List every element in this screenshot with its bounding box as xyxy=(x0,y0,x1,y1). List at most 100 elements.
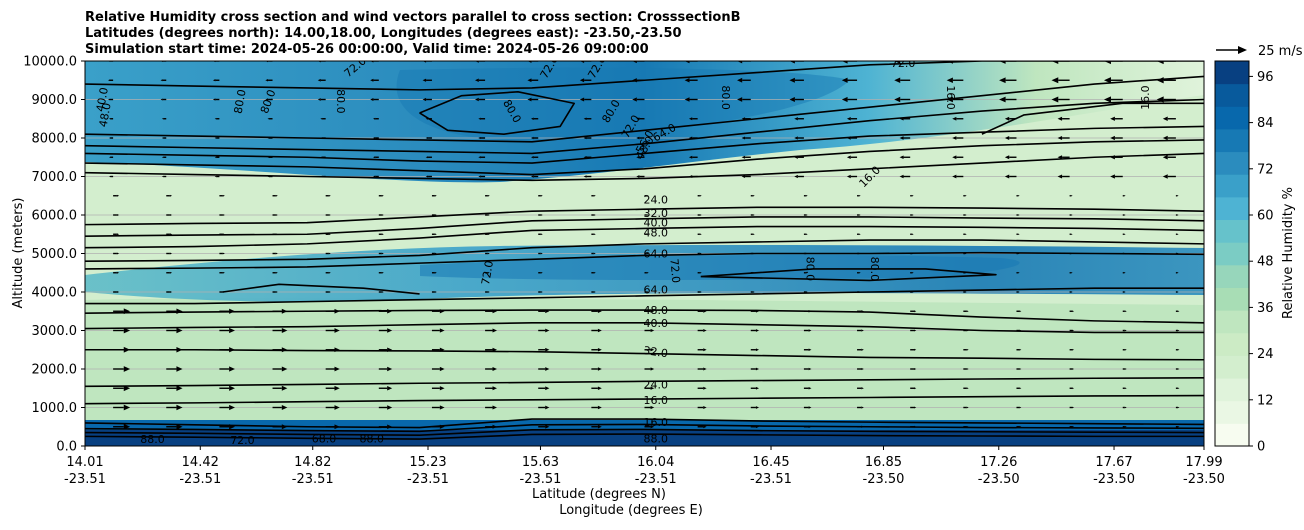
wind-vector-head xyxy=(1051,96,1059,103)
wind-vector-head xyxy=(334,405,340,410)
wind-vector-head xyxy=(545,367,550,371)
colorbar-segment xyxy=(1215,106,1249,130)
contour-line xyxy=(85,377,1204,388)
wind-vector-head xyxy=(334,308,340,314)
wind-vector-head xyxy=(583,136,587,140)
wind-vector-head xyxy=(275,194,278,197)
wind-vector-head xyxy=(636,175,640,178)
wind-vector-head xyxy=(1070,233,1073,236)
wind-vector-head xyxy=(434,233,437,236)
wind-vector-head xyxy=(858,233,861,236)
wind-vector-head xyxy=(328,252,331,255)
contour-label: 88.0 xyxy=(360,432,385,445)
wind-vector-head xyxy=(116,233,120,236)
wind-vector-head xyxy=(741,155,746,159)
wind-vector-head xyxy=(439,405,445,410)
wind-vector-head xyxy=(107,79,110,82)
wind-vector-head xyxy=(281,347,288,353)
wind-vector-head xyxy=(474,78,479,82)
x-tick-label-lon: -23.51 xyxy=(635,472,677,487)
wind-vector-head xyxy=(169,291,173,293)
contour-label: 72.0 xyxy=(479,260,496,286)
wind-vector-head xyxy=(434,214,437,216)
wind-vector-head xyxy=(841,77,848,83)
wind-vector-head xyxy=(858,252,861,255)
wind-vector-head xyxy=(632,61,637,64)
wind-vector-head xyxy=(439,347,445,352)
wind-vector-head xyxy=(964,233,967,236)
wind-vector-head xyxy=(966,310,969,313)
wind-vector-head xyxy=(161,117,164,120)
wind-vector-head xyxy=(805,271,808,274)
wind-vector-head xyxy=(1162,116,1168,121)
wind-vector-head xyxy=(1177,406,1180,409)
contour-line xyxy=(85,139,1204,176)
wind-vector-head xyxy=(846,136,851,140)
wind-vector-head xyxy=(1176,233,1179,236)
contour-label: 88.0 xyxy=(140,433,165,446)
quiver-key-arrowhead-icon xyxy=(1238,46,1247,54)
colorbar-segment xyxy=(1215,423,1249,447)
wind-vector-head xyxy=(894,96,901,103)
wind-vector-head xyxy=(583,175,587,178)
x-tick-label-lat: 15.63 xyxy=(522,455,559,470)
wind-vector-head xyxy=(229,366,235,372)
wind-vector-head xyxy=(176,366,183,372)
wind-vector-head xyxy=(222,271,225,274)
wind-vector-head xyxy=(755,348,760,352)
wind-vector-head xyxy=(387,424,393,430)
wind-vector-head xyxy=(794,174,798,179)
wind-vector-head xyxy=(334,366,340,372)
wind-vector-head xyxy=(275,291,278,293)
wind-vector-head xyxy=(593,271,596,274)
wind-vector-head xyxy=(755,386,760,390)
y-tick-label: 7000.0 xyxy=(32,170,78,185)
colorbar-segment xyxy=(1215,242,1249,266)
wind-vector-head xyxy=(861,329,864,332)
wind-vector-head xyxy=(597,328,602,333)
wind-vector-head xyxy=(212,79,216,82)
wind-vector-head xyxy=(478,136,481,140)
wind-vector-head xyxy=(1019,368,1022,370)
y-tick-label: 3000.0 xyxy=(32,324,78,339)
wind-vector-head xyxy=(116,271,120,274)
colorbar-segment xyxy=(1215,219,1249,243)
contour-label: 48.0 xyxy=(97,102,114,128)
wind-vector-head xyxy=(229,385,235,391)
wind-vector-head xyxy=(109,175,112,178)
wind-vector-head xyxy=(116,252,120,255)
wind-vector-head xyxy=(911,214,914,216)
wind-vector-head xyxy=(752,252,755,255)
contour-label: 16.0 xyxy=(643,416,668,429)
x-tick-label-lat: 16.04 xyxy=(637,455,674,470)
wind-vector-head xyxy=(439,424,445,429)
wind-vector-head xyxy=(1057,135,1063,141)
wind-vector-head xyxy=(275,271,278,274)
wind-vector-head xyxy=(334,328,340,333)
wind-vector-head xyxy=(320,156,323,159)
wind-vector-head xyxy=(487,233,490,236)
wind-vector-head xyxy=(646,214,649,216)
wind-vector-head xyxy=(123,366,131,372)
wind-vector-head xyxy=(946,96,953,103)
x-tick-label-lon: -23.50 xyxy=(863,472,905,487)
wind-vector-head xyxy=(267,175,270,178)
wind-vector-head xyxy=(808,309,812,313)
wind-vector-head xyxy=(1070,271,1073,274)
wind-vector-head xyxy=(387,385,393,391)
wind-vector-head xyxy=(583,155,587,159)
y-tick-label: 4000.0 xyxy=(32,286,78,301)
wind-vector-head xyxy=(808,406,812,409)
wind-vector-head xyxy=(109,137,112,139)
wind-vector-head xyxy=(387,347,393,353)
wind-vector-head xyxy=(1156,61,1164,65)
wind-vector-head xyxy=(755,329,760,332)
wind-vector-head xyxy=(381,233,384,236)
wind-vector-head xyxy=(381,271,384,274)
wind-vector-head xyxy=(478,156,481,159)
wind-vector-head xyxy=(1004,136,1010,140)
wind-vector-head xyxy=(387,328,393,333)
y-axis-label: Altitude (meters) xyxy=(11,198,26,309)
wind-vector-head xyxy=(911,233,914,236)
wind-vector-head xyxy=(699,252,702,255)
